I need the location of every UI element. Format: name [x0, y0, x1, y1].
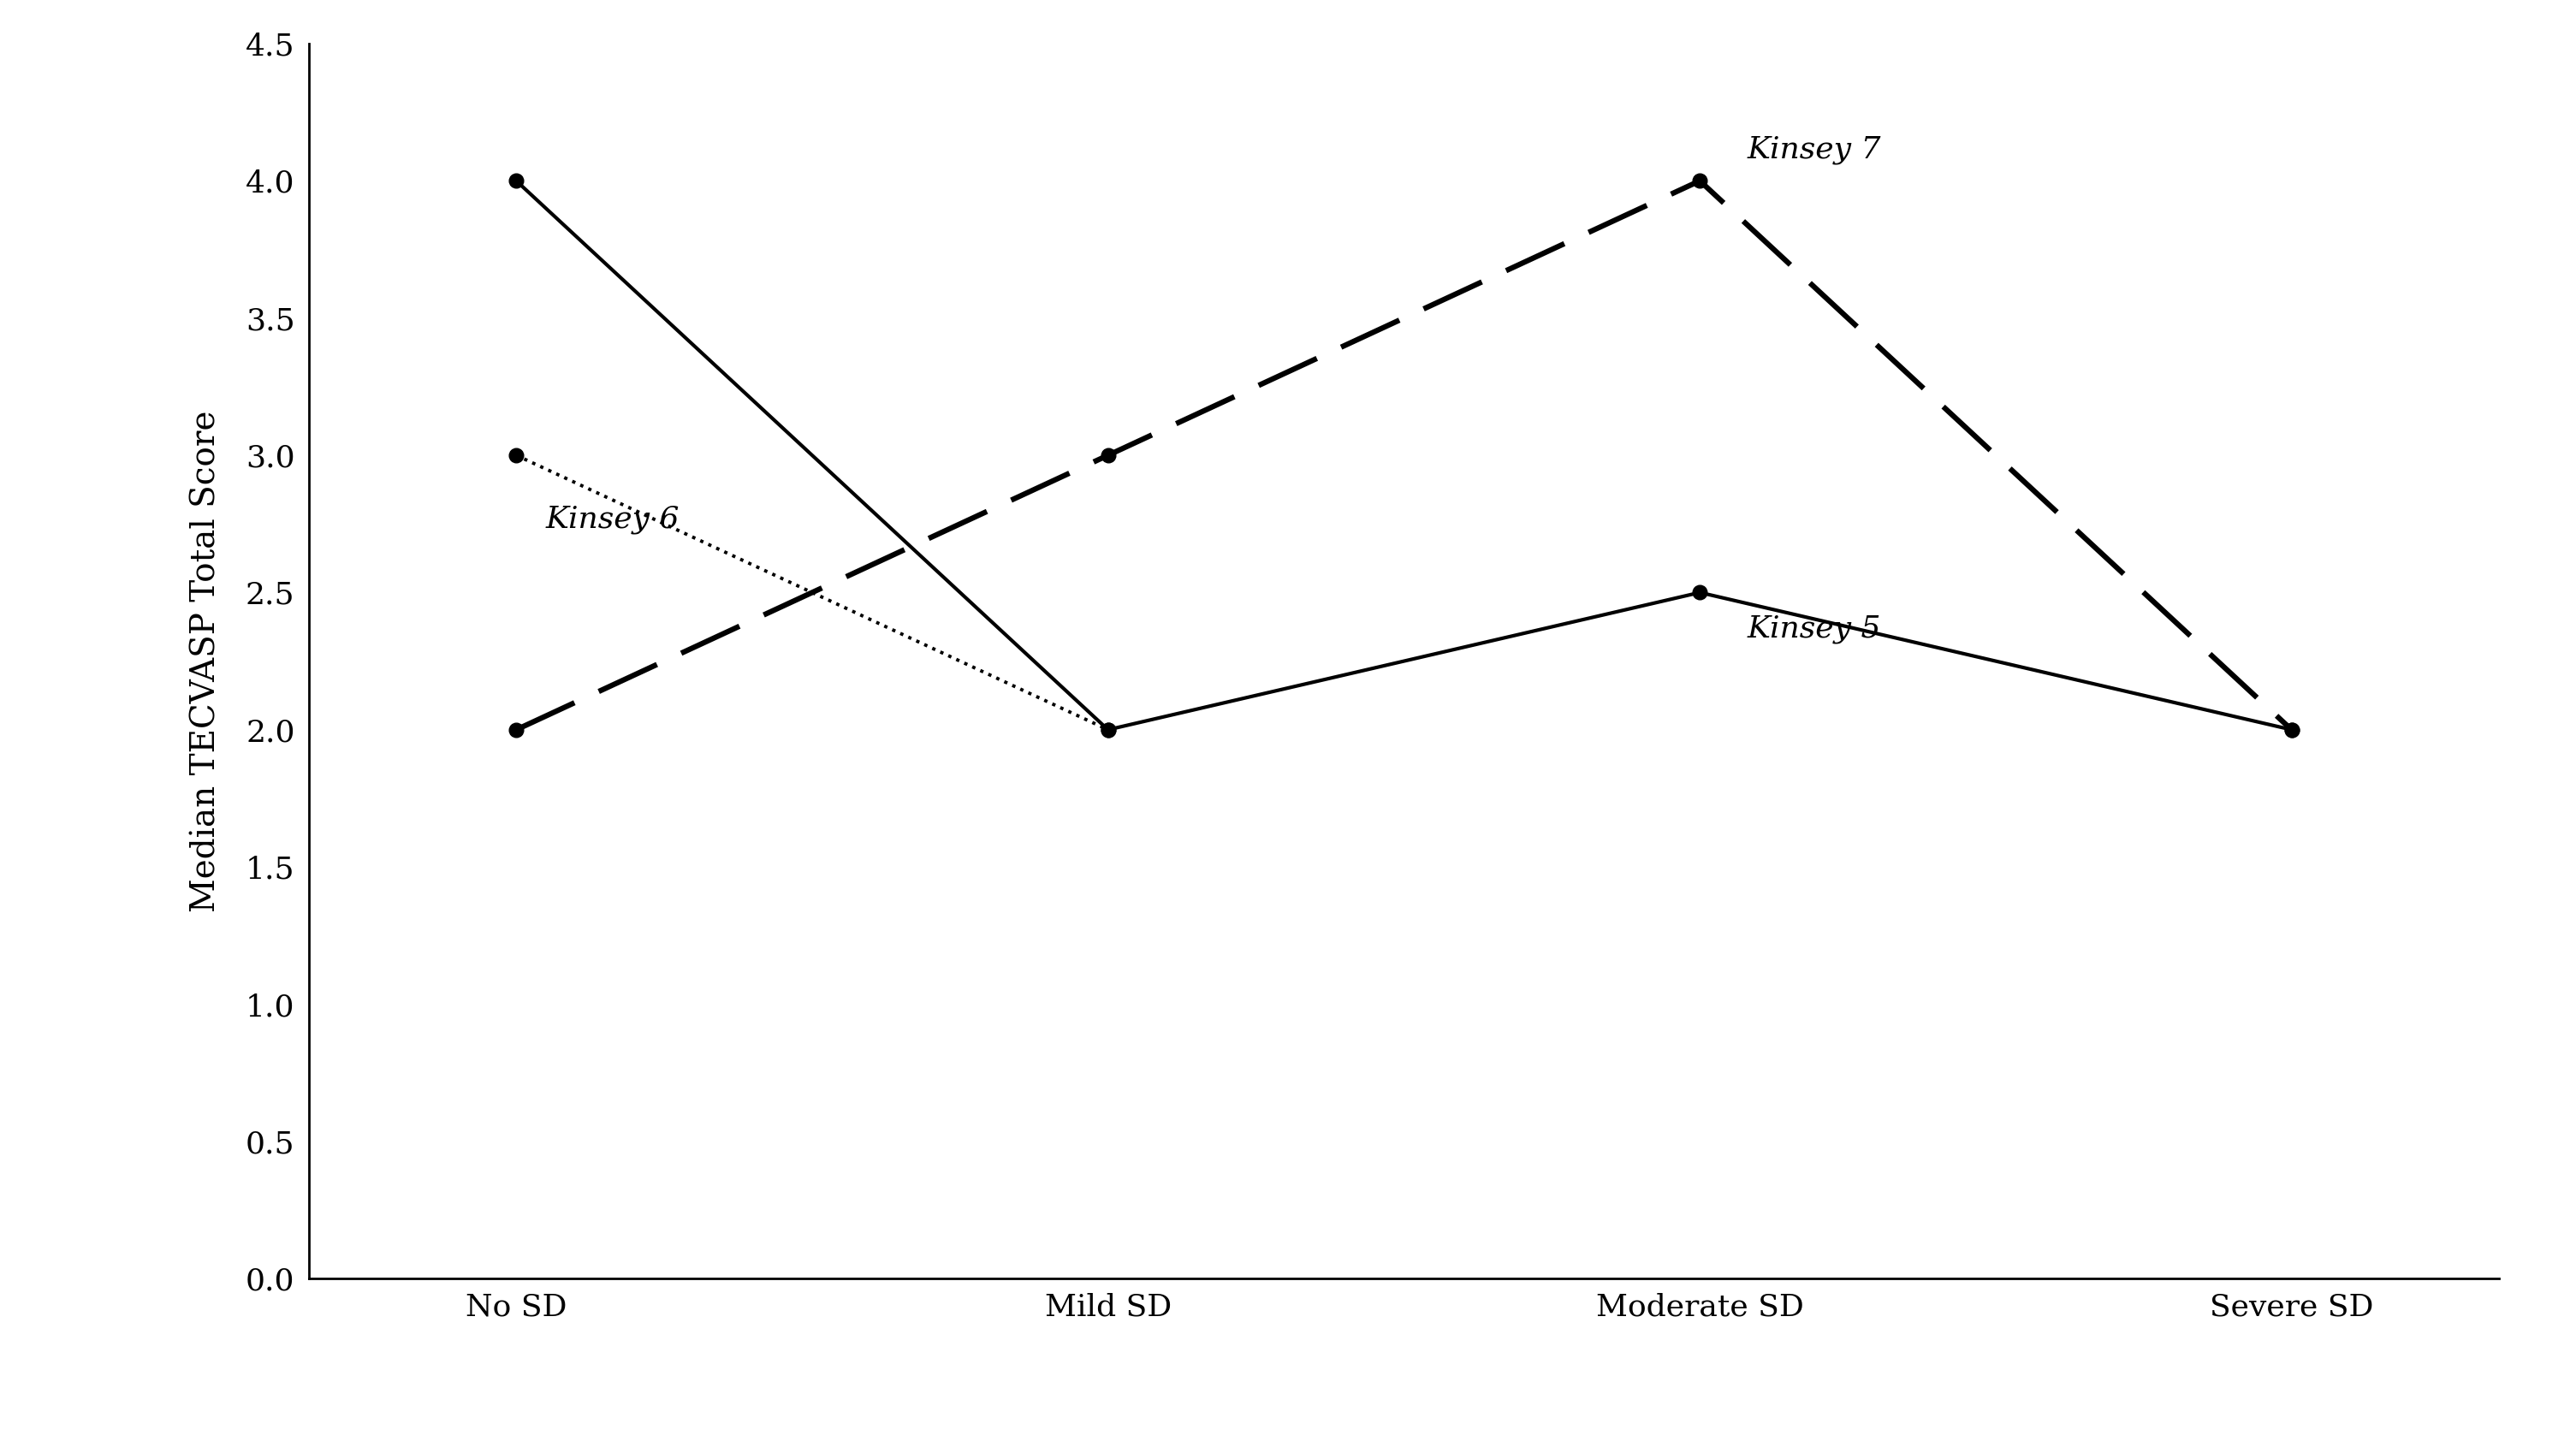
Text: Kinsey 6: Kinsey 6: [546, 504, 680, 533]
Y-axis label: Median TECVASP Total Score: Median TECVASP Total Score: [191, 410, 222, 912]
Text: Kinsey 5: Kinsey 5: [1747, 615, 1880, 644]
Text: Kinsey 7: Kinsey 7: [1747, 135, 1880, 164]
